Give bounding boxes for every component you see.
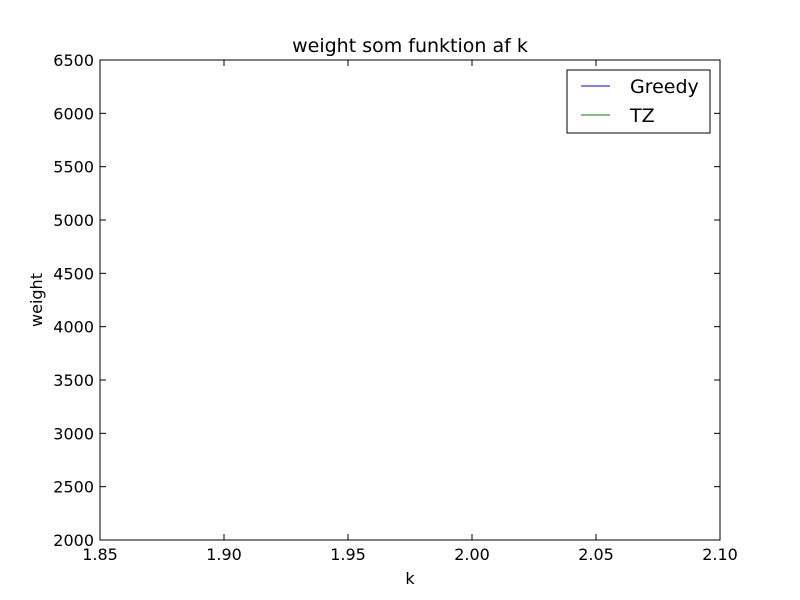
legend: Greedy TZ: [566, 69, 711, 134]
legend-label-tz: TZ: [629, 105, 655, 127]
x-tick-label: 2.10: [702, 545, 738, 564]
y-tick-label: 2500: [53, 478, 94, 497]
y-tick-label: 5000: [53, 211, 94, 230]
chart-title: weight som funktion af k: [292, 35, 528, 57]
x-tick-label: 1.85: [82, 545, 118, 564]
y-tick-label: 3000: [53, 424, 94, 443]
y-tick-label: 2000: [53, 531, 94, 550]
legend-label-greedy: Greedy: [630, 76, 699, 98]
x-tick-label: 2.00: [454, 545, 490, 564]
y-tick-label: 5500: [53, 158, 94, 177]
x-axis: 1.85 1.90 1.95 2.00 2.05 2.10: [82, 60, 738, 564]
y-axis-label: weight: [27, 273, 46, 327]
y-tick-label: 4500: [53, 264, 94, 283]
y-tick-label: 6500: [53, 51, 94, 70]
y-tick-label: 3500: [53, 371, 94, 390]
y-tick-label: 4000: [53, 318, 94, 337]
plot-frame: [99, 59, 721, 541]
x-axis-label: k: [405, 569, 415, 588]
x-tick-label: 1.90: [206, 545, 242, 564]
x-tick-label: 2.05: [578, 545, 614, 564]
y-tick-label: 6000: [53, 104, 94, 123]
y-axis: 2000 2500 3000 3500 4000 4500 5000 5500 6000 6500: [53, 51, 720, 550]
x-tick-label: 1.95: [330, 545, 366, 564]
legend-box: [566, 69, 711, 134]
